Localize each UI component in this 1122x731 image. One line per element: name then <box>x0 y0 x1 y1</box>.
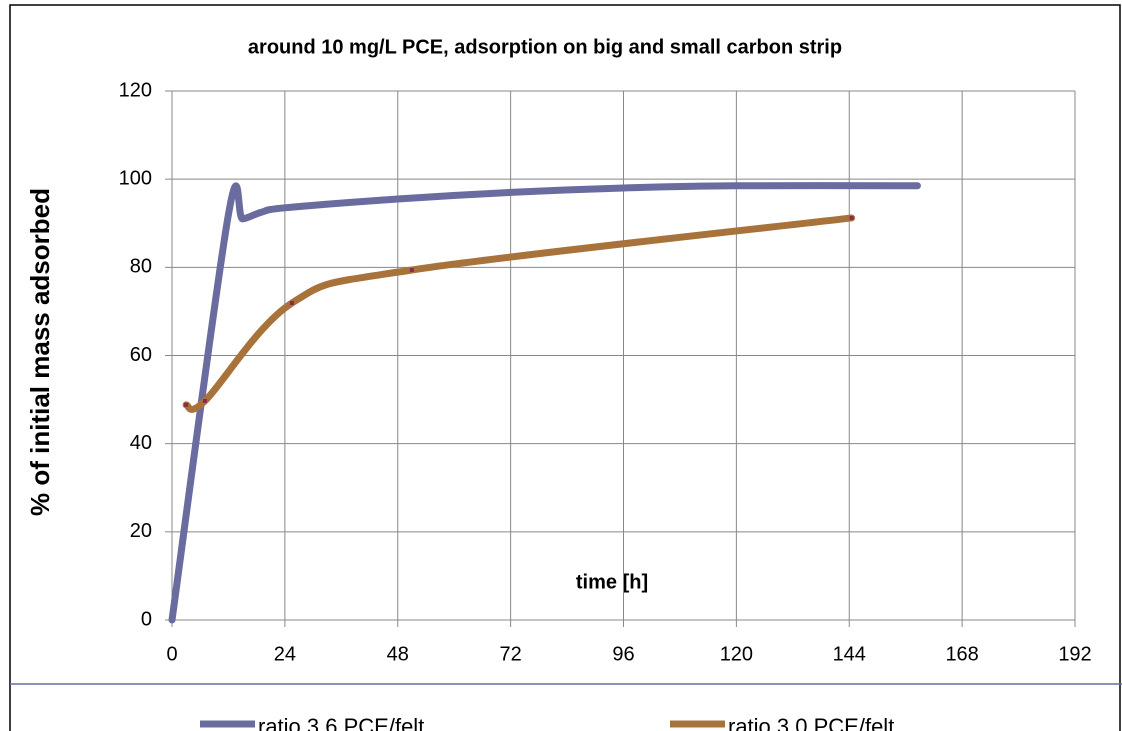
x-tick-label: 72 <box>500 643 522 665</box>
x-tick-label: 144 <box>833 643 866 665</box>
y-tick-label: 20 <box>130 520 152 542</box>
y-tick-label: 40 <box>130 432 152 454</box>
chart-title: around 10 mg/L PCE, adsorption on big an… <box>248 36 842 58</box>
annotation: time [h] <box>576 571 648 593</box>
y-tick-label: 80 <box>130 256 152 278</box>
marker <box>289 301 294 306</box>
legend-label: ratio 3.0 PCE/felt <box>728 714 894 731</box>
marker <box>409 267 414 272</box>
x-tick-label: 192 <box>1058 643 1091 665</box>
x-tick-label: 48 <box>387 643 409 665</box>
x-tick-label: 24 <box>274 643 296 665</box>
marker <box>184 402 189 407</box>
marker <box>202 398 207 403</box>
y-tick-label: 60 <box>130 344 152 366</box>
series-line <box>168 182 921 624</box>
y-axis-label: % of initial mass adsorbed <box>25 188 55 516</box>
x-tick-label: 168 <box>945 643 978 665</box>
y-tick-label: 100 <box>119 167 152 189</box>
x-tick-label: 96 <box>612 643 634 665</box>
marker <box>849 215 854 220</box>
x-tick-label: 120 <box>720 643 753 665</box>
x-tick-label: 0 <box>166 643 177 665</box>
y-tick-label: 0 <box>141 608 152 630</box>
chart-frame <box>9 4 1121 731</box>
y-tick-label: 120 <box>119 79 152 101</box>
legend-label: ratio 3.6 PCE/felt <box>258 714 424 731</box>
